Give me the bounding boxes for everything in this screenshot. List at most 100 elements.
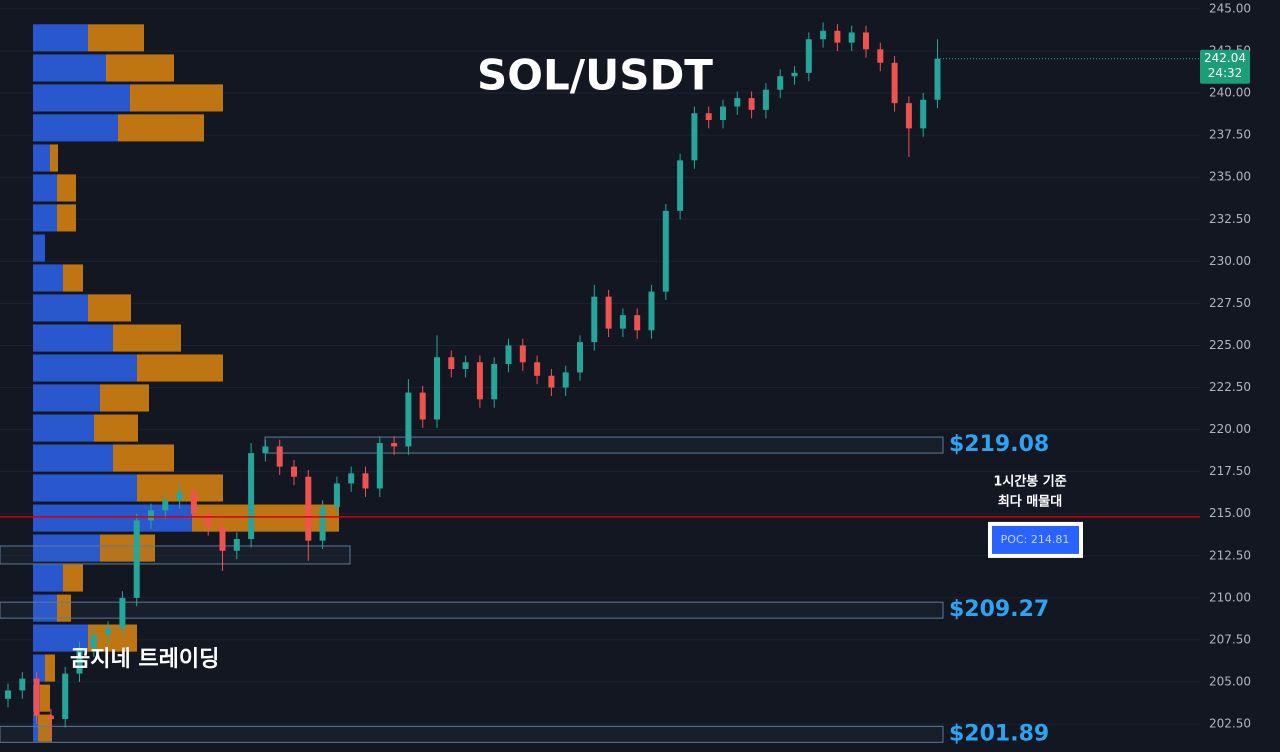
profile-sell — [130, 84, 223, 112]
y-tick-label: 207.50 — [1209, 632, 1251, 646]
candle-body — [319, 506, 326, 541]
profile-sell — [113, 444, 174, 472]
candle-body — [233, 538, 240, 551]
y-tick-label: 230.00 — [1209, 254, 1251, 268]
poc-box-inner — [992, 525, 1079, 554]
profile-sell — [137, 354, 223, 382]
profile-buy — [33, 114, 118, 142]
candle-body — [591, 296, 598, 343]
candle-body — [119, 597, 126, 629]
candle-body — [891, 62, 898, 104]
note: 최다 매물대 — [998, 493, 1062, 509]
candle-body — [62, 673, 69, 720]
profile-buy — [33, 624, 88, 652]
price-axis — [1200, 0, 1280, 752]
candle-body — [548, 375, 555, 388]
profile-sell — [106, 54, 174, 82]
profile-sell — [45, 654, 55, 682]
level-zone — [264, 436, 944, 454]
candle-body — [662, 210, 669, 292]
candle-body — [619, 315, 626, 329]
y-tick-label: 215.00 — [1209, 506, 1251, 520]
profile-buy — [33, 534, 100, 562]
profile-buy — [33, 654, 45, 682]
watermark: 곰지네 트레이딩 — [70, 647, 219, 672]
y-tick-label: 240.00 — [1209, 86, 1251, 100]
candle-body — [920, 99, 927, 129]
profile-buy — [33, 384, 100, 412]
candle-body — [691, 113, 698, 161]
candle-body — [419, 392, 426, 420]
profile-sell — [100, 534, 155, 562]
profile-buy — [33, 324, 113, 352]
y-tick-label: 222.50 — [1209, 380, 1251, 394]
profile-buy — [33, 444, 113, 472]
y-tick-label: 220.00 — [1209, 422, 1251, 436]
candle-body — [791, 72, 798, 77]
level-label: $209.27 — [949, 597, 1049, 622]
y-tick-label: 235.00 — [1209, 170, 1251, 184]
candle-body — [705, 113, 712, 120]
candle-body — [205, 513, 212, 528]
profile-sell — [113, 324, 181, 352]
profile-sell — [50, 144, 58, 172]
candle-body — [219, 527, 226, 551]
profile-sell — [100, 384, 149, 412]
candle-body — [148, 510, 154, 521]
candle-body — [47, 715, 54, 720]
profile-buy — [33, 474, 137, 502]
profile-sell — [118, 114, 204, 142]
candle-body — [476, 362, 483, 400]
candle-body — [291, 466, 297, 477]
profile-sell — [94, 414, 138, 442]
profile-sell — [88, 294, 131, 322]
candle-body — [162, 500, 169, 511]
zones — [0, 436, 944, 743]
candle-body — [462, 362, 469, 370]
profile-sell — [63, 264, 83, 292]
profile-buy — [33, 24, 88, 52]
y-tick-label: 205.00 — [1209, 674, 1251, 688]
price-tag — [1200, 49, 1250, 84]
candle-body — [33, 678, 40, 716]
profile-buy — [33, 714, 38, 742]
candle-body — [720, 106, 726, 120]
profile-buy — [33, 204, 57, 232]
candle-body — [491, 363, 498, 400]
candle-body — [863, 32, 869, 50]
candle-body — [762, 89, 769, 110]
candle-body — [834, 30, 841, 43]
candle-body — [648, 291, 655, 331]
candle-body — [362, 473, 369, 489]
y-tick-label: 210.00 — [1209, 590, 1251, 604]
profile-sell — [38, 714, 52, 742]
zone — [0, 545, 351, 565]
y-tick-label: 202.50 — [1209, 717, 1251, 731]
candle-body — [534, 362, 541, 376]
candle-body — [262, 446, 269, 454]
profile-buy — [33, 294, 88, 322]
y-tick-label: 232.50 — [1209, 212, 1251, 226]
level-label: $219.08 — [949, 432, 1049, 457]
candle-body — [90, 634, 97, 649]
price-tag-countdown: 24:32 — [1208, 66, 1243, 80]
candle-body — [820, 30, 827, 40]
candle-body — [190, 491, 197, 514]
candle-body — [248, 453, 255, 539]
profile-buy — [33, 54, 106, 82]
profile-sell — [57, 174, 76, 202]
profile-sell — [63, 564, 83, 592]
candle-body — [448, 357, 455, 370]
level-zone — [0, 601, 944, 619]
candle-body — [19, 678, 26, 691]
chart-title: SOL/USDT — [477, 51, 713, 100]
candle-body — [176, 491, 183, 501]
y-tick-label: 245.00 — [1209, 1, 1251, 15]
candle-body — [434, 357, 440, 420]
candle-body — [748, 98, 755, 110]
profile-buy — [33, 564, 63, 592]
candle-body — [348, 473, 355, 484]
candle-body — [577, 342, 583, 373]
profile-buy — [33, 354, 137, 382]
